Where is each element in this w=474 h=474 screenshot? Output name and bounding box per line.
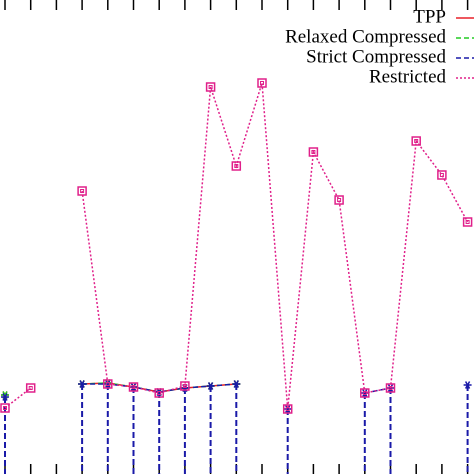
marker [78, 380, 87, 388]
marker-inner [105, 382, 110, 386]
marker [308, 147, 319, 157]
legend-label: TPP [413, 6, 446, 27]
marker [360, 388, 370, 398]
marker [205, 82, 216, 92]
marker-inner [208, 85, 213, 89]
marker [128, 382, 139, 392]
legend-label: Strict Compressed [306, 46, 446, 67]
marker [103, 379, 113, 389]
marker-inner [182, 384, 187, 388]
marker-inner [131, 385, 136, 389]
marker [437, 170, 447, 180]
marker-inner [439, 173, 444, 177]
marker-inner [157, 391, 162, 395]
marker [385, 383, 396, 393]
marker-inner [3, 406, 7, 410]
marker [282, 404, 293, 414]
marker [232, 380, 241, 388]
marker-inner [234, 164, 239, 168]
marker [1, 393, 9, 401]
marker-inner [337, 198, 342, 202]
marker [25, 383, 36, 393]
marker-inner [465, 220, 470, 224]
marker [231, 161, 242, 171]
marker [411, 136, 421, 146]
marker [283, 405, 292, 413]
marker [180, 381, 190, 391]
marker-inner [28, 386, 33, 390]
legend-label: Relaxed Compressed [285, 26, 446, 47]
marker [462, 217, 473, 227]
marker [463, 381, 472, 389]
marker [257, 78, 267, 88]
marker-inner [260, 81, 264, 85]
marker [0, 403, 10, 413]
marker-inner [362, 391, 367, 395]
marker-inner [414, 139, 419, 143]
legend-label: Restricted [369, 66, 447, 87]
series-line [82, 384, 468, 393]
marker-inner [285, 407, 290, 411]
marker [77, 186, 87, 196]
marker-inner [80, 189, 85, 193]
marker-inner [388, 386, 393, 390]
marker [206, 382, 215, 390]
marker [154, 388, 164, 398]
marker [334, 195, 344, 205]
series-line [4, 82, 469, 410]
marker-inner [311, 150, 316, 154]
